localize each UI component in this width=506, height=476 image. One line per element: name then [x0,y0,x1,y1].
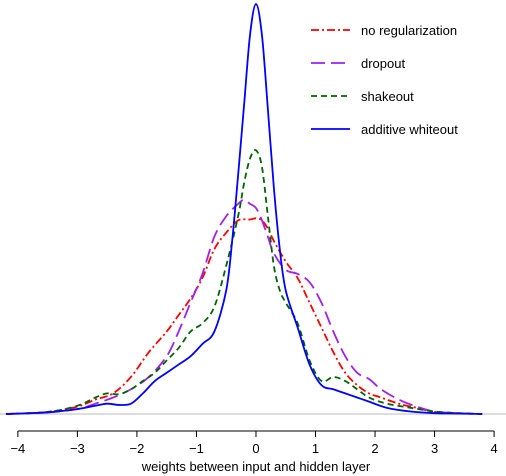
legend-label: additive whiteout [361,122,458,137]
x-axis-label: weights between input and hidden layer [141,459,371,474]
series-line-dropout [5,198,483,415]
x-tick-label: 0 [252,441,259,456]
series-line-shakeout [5,149,483,415]
x-tick-label: 1 [312,441,319,456]
x-axis: −4 −3 −2 −1 0 1 2 3 4 [10,430,498,456]
legend: no regularization dropout shakeout additive… [311,23,458,137]
legend-item-dropout: dropout [311,56,405,71]
x-tick-label: 4 [490,441,497,456]
x-tick-label: −2 [130,441,145,456]
legend-item-shakeout: shakeout [311,89,414,104]
x-tick-label: −3 [70,441,85,456]
legend-item-no-regularization: no regularization [311,23,457,38]
series-layer [5,3,483,415]
x-tick-label: 3 [431,441,438,456]
legend-label: dropout [361,56,405,71]
x-tick-label: 2 [371,441,378,456]
x-tick-label: −1 [189,441,204,456]
legend-item-additive-whiteout: additive whiteout [311,122,458,137]
legend-label: no regularization [361,23,457,38]
x-tick-label: −4 [10,441,25,456]
legend-label: shakeout [361,89,414,104]
series-line-additive-whiteout [5,3,483,415]
series-line-no-regularization [5,217,483,415]
